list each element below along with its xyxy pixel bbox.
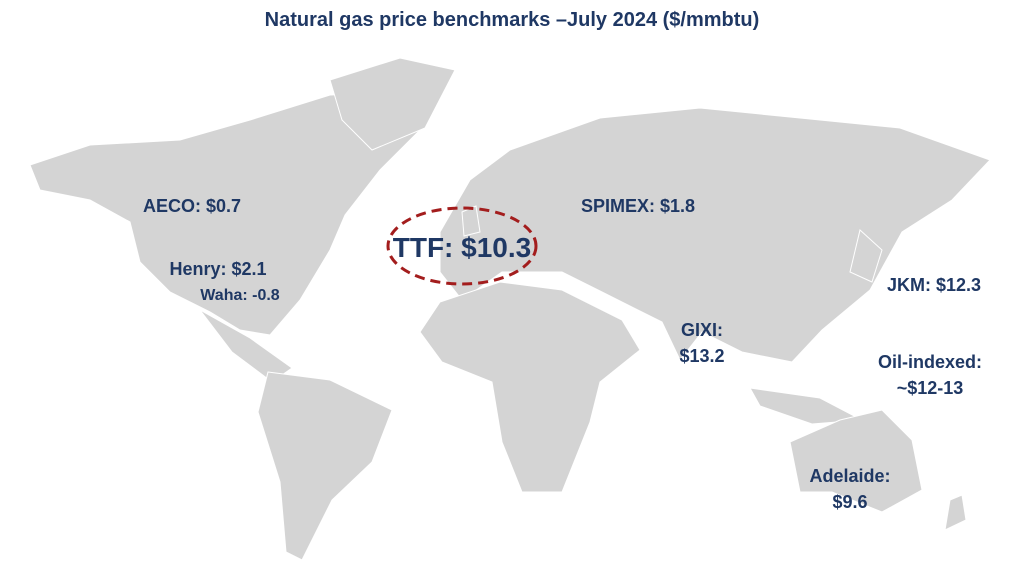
price-label: Oil-indexed: ~$12-13 [878,352,982,398]
price-label: Waha: -0.8 [200,287,280,304]
new-zealand [944,494,967,531]
greenland [329,57,456,151]
price-label-line: GIXI: [681,320,723,340]
labels: AECO: $0.7 Henry: $2.1 Waha: -0.8 TTF: $10.… [143,196,982,512]
map-title: Natural gas price benchmarks –July 2024 … [265,9,760,31]
price-label-line: Waha: -0.8 [200,287,280,304]
price-label-line: SPIMEX: $1.8 [581,196,695,216]
south-america [257,371,393,561]
japan [849,229,883,283]
price-label-line: Henry: $2.1 [169,259,266,279]
price-label-line: ~$12-13 [897,378,964,398]
price-label: JKM: $12.3 [887,275,981,295]
price-label: Adelaide: $9.6 [809,466,890,512]
land [29,57,991,561]
ttf-highlight [386,206,538,286]
price-label-line: TTF: $10.3 [393,232,531,263]
price-label: AECO: $0.7 [143,196,241,216]
price-label-line: $13.2 [679,346,724,366]
price-label-line: Adelaide: [809,466,890,486]
price-label-line: AECO: $0.7 [143,196,241,216]
africa [419,281,641,493]
price-label-line: JKM: $12.3 [887,275,981,295]
price-label: SPIMEX: $1.8 [581,196,695,216]
north-america [29,91,431,336]
australia [789,409,923,513]
price-label-line: $9.6 [832,492,867,512]
eurasia [439,107,991,363]
price-label: TTF: $10.3 [393,232,531,263]
price-label: GIXI: $13.2 [679,320,724,366]
price-label: Henry: $2.1 [169,259,266,279]
price-label-line: Oil-indexed: [878,352,982,372]
